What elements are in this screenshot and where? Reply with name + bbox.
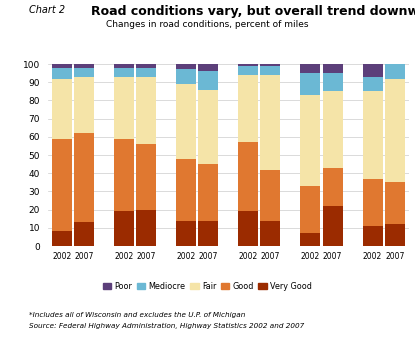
Bar [363,179,383,226]
Bar [176,64,196,69]
Bar [300,186,320,233]
Bar [385,64,405,79]
Bar [114,211,134,246]
Bar [52,68,72,79]
Bar [52,139,72,232]
Bar [300,64,320,73]
Bar [176,84,196,159]
Bar [136,210,156,246]
Bar [261,75,281,170]
Bar [322,64,343,73]
Bar [198,64,218,71]
Bar [176,220,196,246]
Text: Changes in road conditions, percent of miles: Changes in road conditions, percent of m… [106,20,309,29]
Bar [136,68,156,77]
Bar [385,224,405,246]
Text: *Includes all of Wisconsin and excludes the U.P. of Michigan: *Includes all of Wisconsin and excludes … [29,312,245,318]
Bar [136,64,156,68]
Bar [52,232,72,246]
Bar [322,91,343,168]
Bar [300,73,320,95]
Text: Chart 2: Chart 2 [29,5,65,15]
Bar [363,64,383,77]
Bar [198,71,218,90]
Bar [363,91,383,179]
Bar [74,222,94,246]
Bar [198,164,218,220]
Bar [385,79,405,182]
Bar [176,69,196,84]
Bar [74,77,94,133]
Bar [261,220,281,246]
Bar [385,182,405,224]
Text: Road conditions vary, but overall trend downward: Road conditions vary, but overall trend … [91,5,415,18]
Bar [74,133,94,222]
Bar [114,77,134,139]
Bar [198,90,218,164]
Bar [136,144,156,210]
Bar [261,170,281,220]
Bar [74,64,94,68]
Bar [136,77,156,144]
Bar [238,66,258,75]
Bar [322,168,343,206]
Bar [52,64,72,68]
Bar [300,95,320,186]
Legend: Poor, Mediocre, Fair, Good, Very Good: Poor, Mediocre, Fair, Good, Very Good [100,279,315,294]
Bar [238,75,258,142]
Bar [261,64,281,66]
Bar [322,73,343,91]
Bar [238,142,258,211]
Bar [114,64,134,68]
Bar [176,159,196,220]
Bar [363,226,383,246]
Bar [74,68,94,77]
Bar [198,220,218,246]
Bar [300,233,320,246]
Text: Source: Federal Highway Administration, Highway Statistics 2002 and 2007: Source: Federal Highway Administration, … [29,323,304,329]
Bar [52,79,72,139]
Bar [114,139,134,211]
Bar [238,64,258,66]
Bar [322,206,343,246]
Bar [261,66,281,75]
Bar [238,211,258,246]
Bar [114,68,134,77]
Bar [363,77,383,91]
